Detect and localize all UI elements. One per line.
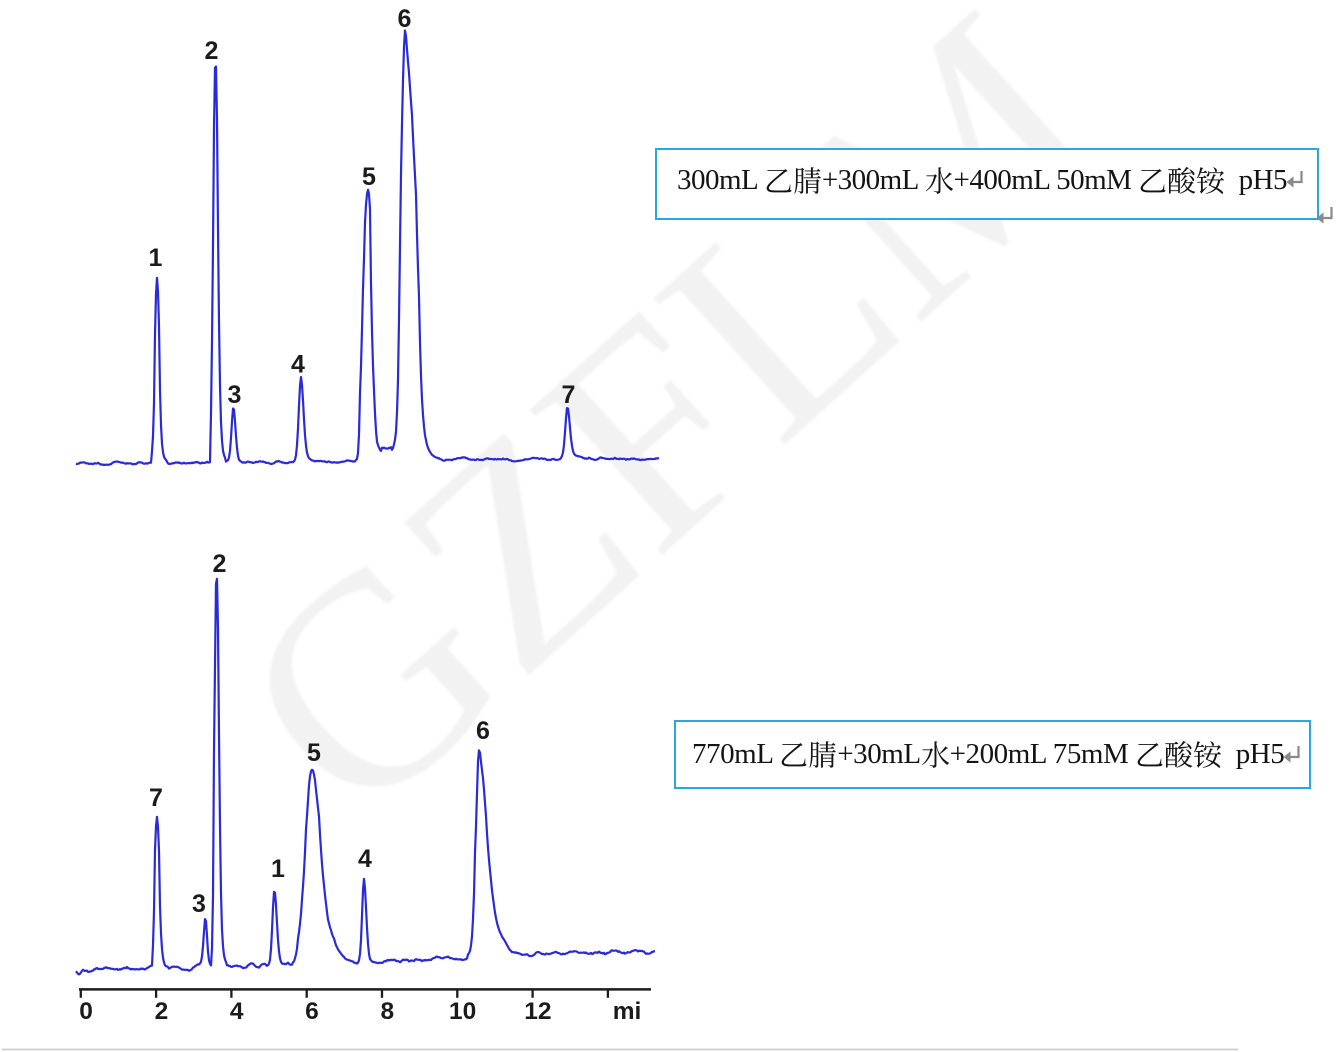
- svg-text:12: 12: [524, 998, 551, 1025]
- svg-text:6: 6: [305, 998, 319, 1025]
- svg-text:0: 0: [79, 998, 93, 1025]
- svg-text:5: 5: [362, 163, 376, 191]
- svg-text:5: 5: [307, 739, 321, 767]
- svg-text:2: 2: [155, 998, 169, 1025]
- svg-text:4: 4: [358, 845, 372, 873]
- svg-text:8: 8: [380, 998, 394, 1025]
- svg-text:3: 3: [228, 381, 242, 409]
- svg-text:4: 4: [230, 998, 244, 1025]
- svg-text:7: 7: [562, 381, 576, 409]
- svg-text:2: 2: [205, 37, 219, 65]
- svg-text:3: 3: [192, 890, 206, 918]
- svg-text:4: 4: [291, 351, 305, 379]
- svg-text:1: 1: [271, 855, 285, 883]
- svg-text:10: 10: [449, 998, 476, 1025]
- svg-text:6: 6: [476, 717, 490, 745]
- svg-text:7: 7: [149, 784, 163, 812]
- svg-text:1: 1: [149, 244, 163, 272]
- svg-text:2: 2: [213, 550, 227, 578]
- svg-text:mi: mi: [613, 998, 642, 1025]
- svg-text:6: 6: [398, 5, 412, 33]
